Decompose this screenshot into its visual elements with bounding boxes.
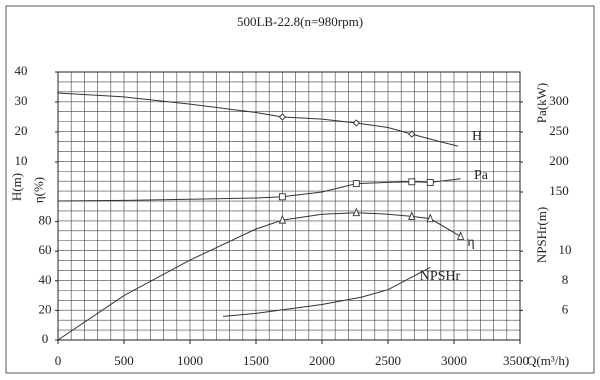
series-label: NPSHr xyxy=(420,269,461,284)
x-tick-label: 0 xyxy=(55,353,62,368)
plot-frame xyxy=(57,71,521,341)
y-axis-label: Pa(kW) xyxy=(534,83,549,123)
marker xyxy=(408,211,416,220)
x-tick-label: 2000 xyxy=(309,353,335,368)
chart-title: 500LB-22.8(n=980rpm) xyxy=(237,14,363,29)
x-tick-label: 500 xyxy=(114,353,134,368)
y-tick-label: 20 xyxy=(39,301,52,316)
series-label: Pa xyxy=(474,168,489,183)
marker xyxy=(408,130,416,138)
marker xyxy=(352,119,360,127)
y-axis-label: H(m) xyxy=(9,173,24,201)
marker xyxy=(352,180,360,188)
y-axis-label: NPSHr(m) xyxy=(534,207,549,263)
y-tick-label: 0 xyxy=(42,331,49,346)
y-axis-label: η(%) xyxy=(31,177,46,203)
series-label: η xyxy=(467,235,474,250)
curve xyxy=(222,267,431,317)
y-tick-label: 40 xyxy=(39,272,52,287)
y-tick-label: 60 xyxy=(39,242,52,257)
y-tick-label: 30 xyxy=(15,93,28,108)
x-tick-label: 3000 xyxy=(441,353,467,368)
y-tick-label: 80 xyxy=(39,213,52,228)
marker xyxy=(408,178,416,186)
y-tick-label: 20 xyxy=(15,123,28,138)
x-tick-label: 2500 xyxy=(375,353,401,368)
marker xyxy=(426,213,434,223)
y-tick-label: 8 xyxy=(562,272,569,287)
marker xyxy=(278,214,287,224)
y-tick-label: 150 xyxy=(549,183,569,198)
y-tick-label: 40 xyxy=(15,63,28,78)
x-tick-label: 1000 xyxy=(177,353,203,368)
frame xyxy=(5,5,595,374)
y-tick-label: 10 xyxy=(15,153,28,168)
y-tick-label: 300 xyxy=(549,93,569,108)
y-tick-label: 200 xyxy=(549,153,569,168)
y-tick-label: 6 xyxy=(562,301,569,316)
curve xyxy=(57,92,459,147)
marker xyxy=(352,207,361,217)
x-tick-label: 1500 xyxy=(243,353,269,368)
curve xyxy=(57,212,461,341)
x-axis-label: Q(m³/h) xyxy=(527,353,569,368)
series-label: H xyxy=(472,129,482,144)
y-tick-label: 10 xyxy=(559,242,572,257)
curve xyxy=(57,178,461,202)
marker xyxy=(278,193,286,201)
y-tick-label: 250 xyxy=(549,123,569,138)
marker xyxy=(426,178,434,186)
marker xyxy=(456,231,465,240)
x-tick-label: 3500 xyxy=(503,353,529,368)
marker xyxy=(278,113,287,121)
